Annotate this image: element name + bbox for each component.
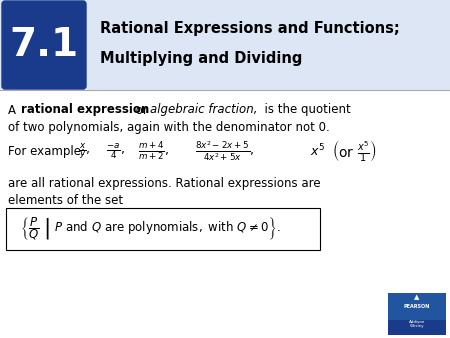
Bar [388,293,446,320]
Text: $\left(\mathrm{or}\ \frac{x^5}{1}\right)$: $\left(\mathrm{or}\ \frac{x^5}{1}\right)… [332,138,377,164]
Text: PEARSON: PEARSON [404,304,430,309]
Text: Addison
Wesley: Addison Wesley [409,319,425,329]
Text: ▲: ▲ [414,294,420,300]
Text: 7.1: 7.1 [9,26,79,64]
Text: elements of the set: elements of the set [8,193,123,207]
Text: $\frac{x}{y}$,: $\frac{x}{y}$, [79,141,91,161]
FancyBboxPatch shape [2,1,86,89]
Text: or: or [132,103,152,117]
Text: $\frac{m+4}{m+2}$,: $\frac{m+4}{m+2}$, [138,140,169,162]
Text: algebraic fraction,: algebraic fraction, [150,103,257,117]
Text: are all rational expressions. Rational expressions are: are all rational expressions. Rational e… [8,176,320,190]
Text: rational expression: rational expression [21,103,149,117]
Text: $\frac{8x^2-2x+5}{4x^2+5x}$,: $\frac{8x^2-2x+5}{4x^2+5x}$, [195,139,254,163]
Text: Rational Expressions and Functions;: Rational Expressions and Functions; [100,21,400,35]
FancyBboxPatch shape [6,208,320,250]
Text: A: A [8,103,20,117]
Bar [0,0,450,90]
Text: $\left\{\dfrac{P}{Q}\ \middle|\ \mathit{P}\ \mathrm{and}\ \mathit{Q}\ \mathrm{ar: $\left\{\dfrac{P}{Q}\ \middle|\ \mathit{… [20,216,281,242]
Text: For example:: For example: [8,145,85,158]
Text: is the quotient: is the quotient [257,103,351,117]
Text: $\frac{-a}{4}$,: $\frac{-a}{4}$, [106,141,125,161]
Bar [388,293,446,335]
Text: of two polynomials, again with the denominator not 0.: of two polynomials, again with the denom… [8,121,330,135]
Text: Multiplying and Dividing: Multiplying and Dividing [100,50,302,66]
Text: $x^5$: $x^5$ [310,143,325,159]
